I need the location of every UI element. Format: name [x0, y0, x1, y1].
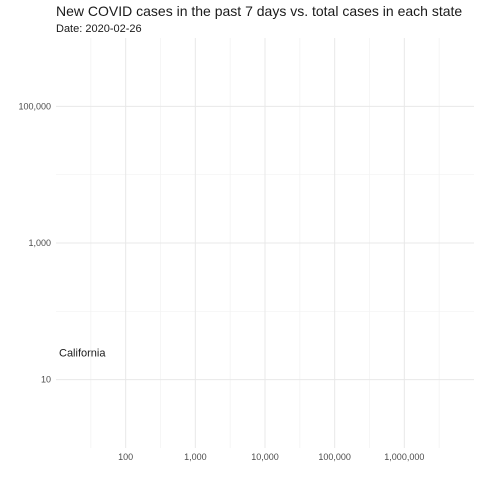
- x-tick-label: 1,000,000: [384, 452, 424, 462]
- x-tick-label: 100,000: [318, 452, 351, 462]
- y-tick-label: 10: [41, 375, 51, 385]
- data-points: California: [59, 347, 106, 359]
- chart-subtitle: Date: 2020-02-26: [56, 23, 142, 35]
- y-tick-label: 100,000: [18, 101, 51, 111]
- y-tick-label: 1,000: [28, 238, 51, 248]
- chart-title: New COVID cases in the past 7 days vs. t…: [56, 3, 462, 19]
- y-axis-tick-labels: 10 1,000 100,000: [18, 101, 51, 384]
- state-label: California: [59, 347, 106, 359]
- x-tick-label: 10,000: [251, 452, 279, 462]
- x-tick-label: 1,000: [184, 452, 207, 462]
- grid: [56, 38, 474, 448]
- x-tick-label: 100: [118, 452, 133, 462]
- x-axis-tick-labels: 100 1,000 10,000 100,000 1,000,000: [118, 452, 424, 462]
